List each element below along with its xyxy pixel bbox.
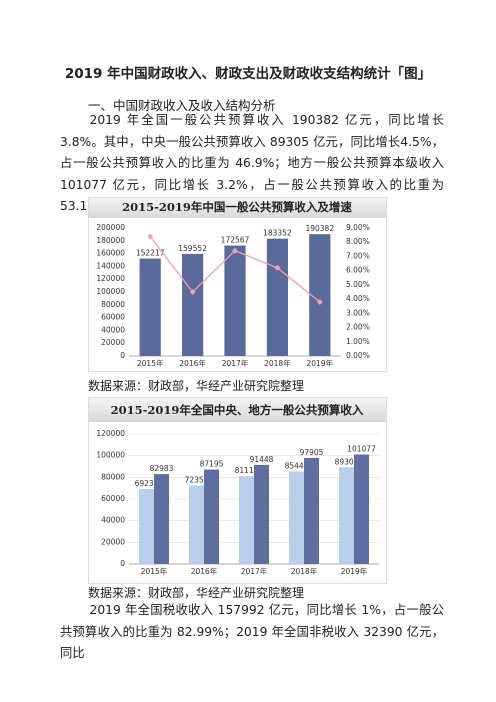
y-tick-label: 100000: [96, 451, 125, 460]
bar-value-label: 72357: [185, 476, 209, 485]
chart: 2015-2019年全国中央、地方一般公共预算收入 0 20000 40000 6000…: [88, 397, 387, 584]
y2-tick-label: 8.00%: [346, 237, 370, 246]
bar-value-label: 183352: [263, 229, 292, 238]
line-marker: [316, 298, 323, 305]
bar: [239, 476, 254, 564]
x-tick-label: 2018年: [264, 358, 291, 368]
paragraph: 2019 年全国一般公共预算收入 190382 亿元，同比增长 3.8%。其中，…: [60, 113, 444, 213]
y-tick-label: 80000: [101, 300, 125, 309]
x-tick-label: 2018年: [291, 566, 318, 576]
paragraph: 2019 年全国税收收入 157992 亿元，同比增长 1%，占一般公共预算收入…: [60, 603, 444, 660]
line-marker: [274, 264, 281, 271]
x-tick-label: 2019年: [307, 358, 334, 368]
chart-title: 2015-2019年中国一般公共预算收入及增速: [122, 200, 352, 214]
bar: [354, 454, 369, 564]
y-tick-label: 20000: [101, 338, 125, 347]
bar-value-label: 172567: [221, 236, 250, 245]
y2-tick-label: 7.00%: [346, 251, 370, 260]
y-tick-label: 120000: [96, 429, 125, 438]
bar: [254, 464, 269, 564]
x-tick-label: 2015年: [137, 358, 164, 368]
line-marker: [147, 233, 154, 240]
x-tick-label: 2017年: [241, 566, 268, 576]
y-tick-label: 140000: [96, 261, 125, 270]
document-title: 2019 年中国财政收入、财政支出及财政收支结构统计「图」: [64, 66, 432, 82]
bar-value-label: 81119: [235, 466, 259, 475]
bar: [139, 258, 161, 356]
y2-tick-label: 3.00%: [346, 308, 370, 317]
y2-tick-label: 4.00%: [346, 294, 370, 303]
source-note: 数据来源：财政部，华经产业研究院整理: [88, 586, 305, 600]
section-heading: 一、中国财政收入及收入结构分析: [88, 98, 276, 113]
y2-tick-label: 5.00%: [346, 280, 370, 289]
bar-value-label: 87195: [200, 460, 224, 469]
chart-title: 2015-2019年全国中央、地方一般公共预算收入: [111, 403, 364, 417]
bar: [139, 488, 154, 564]
title-band: [89, 398, 386, 422]
source-note: 数据来源：财政部，华经产业研究院整理: [88, 379, 305, 393]
title-band: [89, 198, 386, 218]
bar: [289, 471, 304, 564]
chart: 2015-2019年中国一般公共预算收入及增速 0 20000 40000 60000 8…: [88, 197, 387, 372]
y-tick-label: 180000: [96, 236, 125, 245]
y-tick-label: 60000: [101, 494, 125, 503]
line-marker: [232, 247, 238, 254]
y-tick-label: 0: [120, 351, 125, 360]
bar: [266, 238, 288, 356]
bar-value-label: 159552: [178, 244, 207, 253]
bar: [182, 253, 204, 356]
y-tick-label: 200000: [96, 223, 125, 232]
y-tick-label: 80000: [101, 472, 125, 481]
bar: [189, 485, 204, 564]
bar-value-label: 190382: [305, 224, 334, 233]
y-tick-label: 40000: [101, 325, 125, 334]
y2-tick-label: 0.00%: [346, 351, 370, 360]
bar-value-label: 101077: [347, 444, 376, 453]
bar-value-label: 69234: [135, 479, 159, 488]
bar: [304, 457, 319, 564]
bar: [309, 234, 331, 356]
bar-value-label: 152217: [136, 249, 165, 258]
y-tick-label: 60000: [101, 313, 125, 322]
y2-tick-label: 1.00%: [346, 337, 370, 346]
y-tick-label: 40000: [101, 516, 125, 525]
bar-value-label: 91448: [250, 455, 274, 464]
y-tick-label: 120000: [96, 274, 125, 283]
y-tick-label: 0: [120, 559, 125, 568]
y2-tick-label: 2.00%: [346, 323, 370, 332]
x-tick-label: 2019年: [341, 566, 368, 576]
x-tick-label: 2017年: [222, 358, 249, 368]
y-tick-label: 100000: [96, 287, 125, 296]
bar: [339, 467, 354, 564]
line-marker: [189, 289, 196, 295]
bar: [154, 474, 169, 564]
bar: [204, 469, 219, 564]
x-tick-label: 2015年: [141, 566, 168, 576]
x-tick-label: 2016年: [179, 358, 206, 368]
y2-tick-label: 9.00%: [346, 223, 370, 232]
bar: [224, 245, 246, 356]
y2-tick-label: 6.00%: [346, 266, 370, 275]
bar-value-label: 97905: [300, 448, 324, 457]
y-tick-label: 20000: [101, 537, 125, 546]
x-tick-label: 2016年: [191, 566, 218, 576]
bar-value-label: 82983: [150, 464, 174, 473]
y-tick-label: 160000: [96, 249, 125, 258]
bar-value-label: 89305: [335, 457, 359, 466]
bar-value-label: 85447: [285, 461, 309, 470]
